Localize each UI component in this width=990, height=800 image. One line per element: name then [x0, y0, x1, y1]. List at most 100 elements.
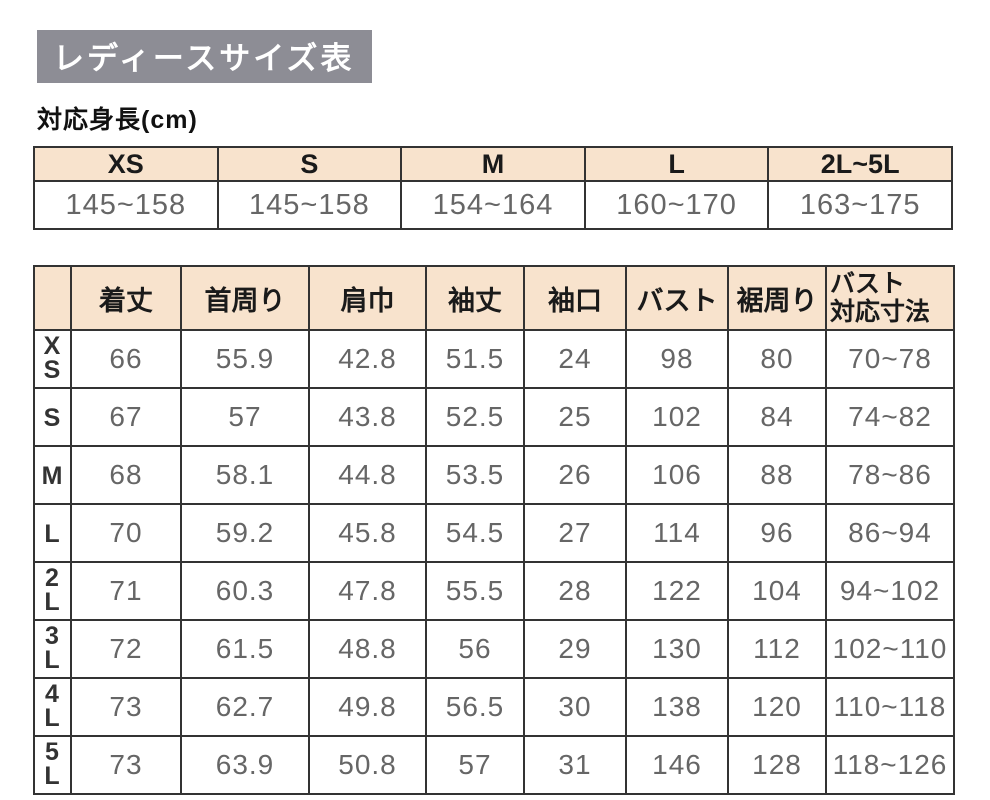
measurement-cell: 104	[727, 561, 827, 621]
measurement-cell: 56.5	[425, 677, 525, 737]
table-row: M 68 58.1 44.8 53.5 26 106 88 78~86	[33, 445, 955, 505]
col-header: 肩巾	[308, 265, 427, 331]
size-label-text: 3L	[44, 622, 61, 674]
height-value: 163~175	[767, 180, 953, 230]
size-label: 2L	[33, 561, 72, 621]
measurement-cell: 128	[727, 735, 827, 795]
height-value: 145~158	[33, 180, 219, 230]
col-header: 着丈	[70, 265, 182, 331]
measurement-cell: 60.3	[180, 561, 310, 621]
size-label: S	[33, 387, 72, 447]
corner-cell	[33, 265, 72, 331]
col-header: バスト 対応寸法	[825, 265, 955, 331]
col-header: 首周り	[180, 265, 310, 331]
size-label-text: XS	[43, 332, 62, 384]
size-label: 5L	[33, 735, 72, 795]
table-row: XS 66 55.9 42.8 51.5 24 98 80 70~78	[33, 329, 955, 389]
measurement-cell: 96	[727, 503, 827, 563]
measurement-cell: 42.8	[308, 329, 427, 389]
measurement-cell: 114	[625, 503, 729, 563]
measurement-cell: 80	[727, 329, 827, 389]
col-header: 裾周り	[727, 265, 827, 331]
col-header: 袖口	[523, 265, 627, 331]
measurement-cell: 50.8	[308, 735, 427, 795]
measurement-cell: 88	[727, 445, 827, 505]
table-row: L 70 59.2 45.8 54.5 27 114 96 86~94	[33, 503, 955, 563]
measurement-cell: 54.5	[425, 503, 525, 563]
size-label-text: 4L	[44, 680, 61, 732]
measurement-cell: 146	[625, 735, 729, 795]
measurement-cell: 57	[425, 735, 525, 795]
size-label-text: 5L	[44, 738, 61, 790]
measurement-cell: 70	[70, 503, 182, 563]
height-table-value-row: 145~158 145~158 154~164 160~170 163~175	[33, 180, 953, 230]
height-col-header: S	[216, 146, 403, 182]
measurement-cell: 49.8	[308, 677, 427, 737]
col-header: バスト	[625, 265, 729, 331]
measurement-cell: 66	[70, 329, 182, 389]
measurement-cell: 110~118	[825, 677, 955, 737]
measurement-cell: 78~86	[825, 445, 955, 505]
measurement-cell: 48.8	[308, 619, 427, 679]
measurement-cell: 122	[625, 561, 729, 621]
measurement-cell: 43.8	[308, 387, 427, 447]
measurement-cell: 55.9	[180, 329, 310, 389]
height-section-label: 対応身長(cm)	[37, 106, 198, 134]
measurement-cell: 45.8	[308, 503, 427, 563]
table-row: 5L 73 63.9 50.8 57 31 146 128 118~126	[33, 735, 955, 795]
measurement-cell: 102	[625, 387, 729, 447]
size-label: M	[33, 445, 72, 505]
col-header: 袖丈	[425, 265, 525, 331]
measurement-cell: 27	[523, 503, 627, 563]
size-label: L	[33, 503, 72, 563]
measurement-cell: 51.5	[425, 329, 525, 389]
size-label-text: M	[41, 461, 64, 490]
measurement-cell: 47.8	[308, 561, 427, 621]
height-table-header-row: XS S M L 2L~5L	[33, 146, 953, 182]
measurement-cell: 44.8	[308, 445, 427, 505]
size-label: 3L	[33, 619, 72, 679]
measurement-cell: 28	[523, 561, 627, 621]
measurement-cell: 138	[625, 677, 729, 737]
height-col-header: L	[583, 146, 770, 182]
height-col-header: 2L~5L	[767, 146, 953, 182]
size-label-text: L	[44, 519, 61, 548]
measurement-cell: 72	[70, 619, 182, 679]
height-col-header: M	[400, 146, 586, 182]
measurement-cell: 98	[625, 329, 729, 389]
measurement-cell: 73	[70, 735, 182, 795]
measurement-cell: 102~110	[825, 619, 955, 679]
measurement-cell: 130	[625, 619, 729, 679]
measurement-cell: 74~82	[825, 387, 955, 447]
measurement-cell: 70~78	[825, 329, 955, 389]
measurement-cell: 29	[523, 619, 627, 679]
measurement-cell: 73	[70, 677, 182, 737]
height-value: 154~164	[400, 180, 586, 230]
measurement-cell: 24	[523, 329, 627, 389]
measurement-cell: 61.5	[180, 619, 310, 679]
size-label-text: S	[43, 403, 62, 432]
table-row: S 67 57 43.8 52.5 25 102 84 74~82	[33, 387, 955, 447]
size-label: 4L	[33, 677, 72, 737]
measurement-cell: 53.5	[425, 445, 525, 505]
measurement-cell: 52.5	[425, 387, 525, 447]
measurement-cell: 30	[523, 677, 627, 737]
measurement-cell: 56	[425, 619, 525, 679]
table-row: 3L 72 61.5 48.8 56 29 130 112 102~110	[33, 619, 955, 679]
measurement-cell: 59.2	[180, 503, 310, 563]
measurement-cell: 55.5	[425, 561, 525, 621]
measurement-cell: 86~94	[825, 503, 955, 563]
measurement-cell: 112	[727, 619, 827, 679]
measurement-cell: 120	[727, 677, 827, 737]
measurement-table: 着丈 首周り 肩巾 袖丈 袖口 バスト 裾周り バスト 対応寸法 XS 66 5…	[33, 265, 955, 795]
measurement-cell: 25	[523, 387, 627, 447]
measurement-cell: 62.7	[180, 677, 310, 737]
height-value: 160~170	[583, 180, 770, 230]
height-col-header: XS	[33, 146, 219, 182]
measurement-cell: 71	[70, 561, 182, 621]
height-table: XS S M L 2L~5L 145~158 145~158 154~164 1…	[33, 146, 953, 230]
measurement-cell: 68	[70, 445, 182, 505]
size-label: XS	[33, 329, 72, 389]
size-label-text: 2L	[44, 564, 61, 616]
